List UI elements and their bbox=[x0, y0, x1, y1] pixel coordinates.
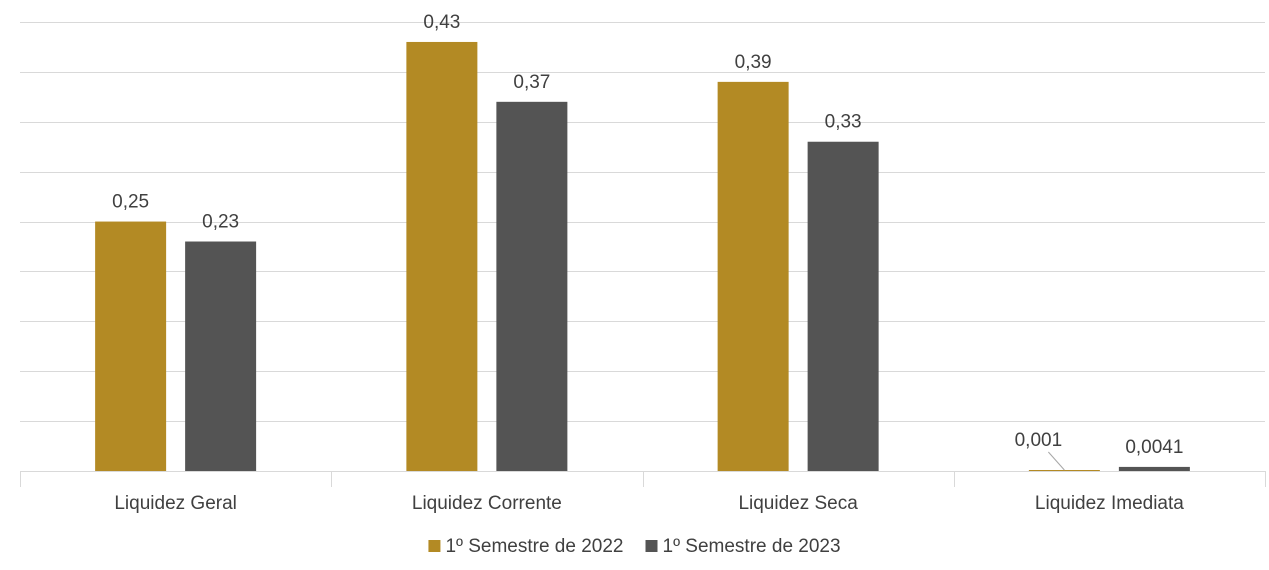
x-axis: Liquidez Geral Liquidez Corrente Liquidez … bbox=[20, 471, 1266, 514]
data-label-leader-line bbox=[1048, 451, 1065, 471]
legend-swatch bbox=[428, 540, 441, 552]
bar bbox=[1028, 470, 1100, 471]
bars bbox=[95, 41, 1190, 472]
data-label: 0,37 bbox=[513, 72, 550, 93]
bar bbox=[717, 81, 789, 471]
data-label: 0,39 bbox=[735, 52, 772, 73]
data-labels: 0,25 0,23 0,43 0,37 0,39 0,33 0,001 0,0041 bbox=[112, 12, 1183, 471]
data-label: 0,23 bbox=[202, 212, 239, 233]
legend-label: 1º Semestre de 2023 bbox=[663, 536, 841, 557]
x-tick-label: Liquidez Geral bbox=[114, 493, 237, 514]
data-label: 0,33 bbox=[825, 112, 862, 133]
legend-swatch bbox=[645, 540, 658, 552]
bar bbox=[185, 241, 257, 471]
bar bbox=[496, 101, 568, 472]
x-tick-label: Liquidez Imediata bbox=[1035, 493, 1184, 514]
legend-label: 1º Semestre de 2022 bbox=[445, 536, 623, 557]
bar bbox=[406, 41, 478, 471]
x-tick-label: Liquidez Seca bbox=[738, 493, 858, 514]
legend: 1º Semestre de 2022 1º Semestre de 2023 bbox=[428, 536, 841, 557]
data-label: 0,001 bbox=[1015, 430, 1063, 451]
bar bbox=[807, 141, 879, 471]
data-label: 0,0041 bbox=[1125, 437, 1183, 458]
data-label: 0,25 bbox=[112, 192, 149, 213]
bar bbox=[95, 221, 167, 471]
bar bbox=[1118, 466, 1190, 471]
x-tick-label: Liquidez Corrente bbox=[412, 493, 562, 514]
data-label: 0,43 bbox=[423, 12, 460, 33]
